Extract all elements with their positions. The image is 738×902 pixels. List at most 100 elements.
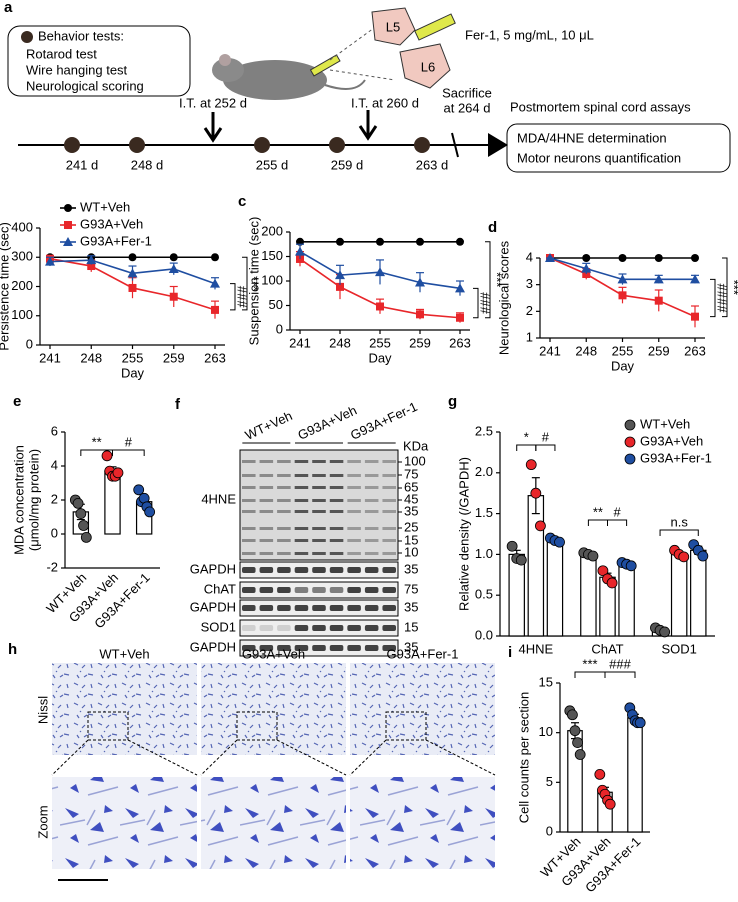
band bbox=[259, 587, 274, 593]
size-label: 75 bbox=[404, 581, 418, 596]
band bbox=[259, 552, 274, 555]
band bbox=[277, 625, 291, 631]
significance-label: ### bbox=[478, 292, 493, 314]
y-tick-label: 200 bbox=[11, 278, 33, 293]
band bbox=[312, 567, 326, 573]
band bbox=[347, 460, 361, 463]
timepoint-dot bbox=[254, 137, 270, 153]
row-label: 4HNE bbox=[201, 491, 236, 506]
band bbox=[259, 460, 274, 463]
x-tick-label: 255 bbox=[122, 350, 144, 365]
band bbox=[277, 527, 291, 530]
band bbox=[294, 527, 309, 530]
x-tick-label: 248 bbox=[329, 335, 351, 350]
bar bbox=[527, 495, 545, 637]
band bbox=[329, 460, 344, 463]
significance-label: ### bbox=[609, 656, 631, 671]
band bbox=[382, 527, 396, 530]
row-label: GAPDH bbox=[190, 599, 236, 614]
data-point bbox=[456, 237, 464, 246]
significance-bracket bbox=[516, 444, 537, 451]
timepoint-dot bbox=[414, 137, 430, 153]
data-point bbox=[144, 506, 156, 518]
data-point bbox=[506, 540, 518, 552]
data-point bbox=[101, 450, 113, 462]
legend-label: WT+Veh bbox=[80, 199, 130, 214]
data-point bbox=[112, 467, 124, 479]
band bbox=[364, 474, 379, 477]
y-tick-label: -2 bbox=[46, 559, 58, 574]
zoom-guide bbox=[200, 739, 347, 776]
data-point bbox=[72, 497, 84, 509]
band bbox=[259, 605, 274, 611]
band bbox=[382, 625, 396, 631]
data-point bbox=[375, 267, 385, 277]
band bbox=[294, 625, 309, 631]
assay-item: MDA/4HNE determination bbox=[517, 130, 667, 145]
data-point bbox=[654, 296, 663, 305]
significance-bracket bbox=[710, 278, 716, 318]
assays-title: Postmortem spinal cord assays bbox=[510, 99, 691, 114]
band bbox=[294, 605, 309, 611]
bar bbox=[546, 539, 564, 637]
band bbox=[329, 645, 344, 651]
y-tick-label: 2.5 bbox=[475, 423, 493, 438]
y-axis-label: Neurological scores bbox=[496, 240, 511, 355]
sacrifice-label: at 264 d bbox=[444, 100, 491, 115]
band bbox=[242, 474, 256, 477]
arrow-head bbox=[488, 133, 508, 157]
x-tick-label: 263 bbox=[204, 350, 226, 365]
x-tick-label: 241 bbox=[289, 335, 311, 350]
band bbox=[259, 645, 274, 651]
significance-bracket bbox=[473, 287, 479, 319]
band bbox=[347, 605, 361, 611]
x-tick-label: 263 bbox=[449, 335, 471, 350]
band bbox=[277, 510, 291, 513]
y-tick-label: 0 bbox=[546, 823, 553, 838]
row-label: GAPDH bbox=[190, 561, 236, 576]
band bbox=[294, 645, 309, 651]
y-tick-label: 200 bbox=[261, 223, 283, 238]
bullet bbox=[21, 31, 33, 43]
band bbox=[312, 645, 326, 651]
marker-label: 45 bbox=[404, 491, 418, 506]
band bbox=[364, 486, 379, 489]
significance-bracket bbox=[659, 529, 699, 536]
band bbox=[242, 645, 256, 651]
zoom-guide bbox=[349, 739, 496, 776]
zoom-box bbox=[87, 711, 129, 741]
band bbox=[294, 486, 309, 489]
data-point bbox=[336, 237, 344, 246]
band bbox=[364, 567, 379, 573]
bar bbox=[508, 553, 525, 637]
y-axis-label: (μmol/mg protein) bbox=[26, 449, 41, 551]
injection-arrow bbox=[203, 112, 223, 143]
band bbox=[382, 499, 396, 502]
bar bbox=[670, 553, 688, 637]
zoom-box bbox=[385, 711, 427, 741]
x-tick-label: 255 bbox=[369, 335, 391, 350]
band bbox=[329, 587, 344, 593]
axis-break bbox=[451, 132, 459, 158]
band bbox=[329, 552, 344, 555]
band bbox=[329, 527, 344, 530]
data-point bbox=[597, 565, 609, 577]
significance-bracket bbox=[112, 449, 145, 456]
significance-bracket bbox=[722, 257, 728, 318]
y-tick-label: 400 bbox=[11, 219, 33, 234]
significance-label: # bbox=[125, 434, 133, 449]
y-tick-label: 5 bbox=[546, 774, 553, 789]
band bbox=[364, 499, 379, 502]
data-point bbox=[690, 274, 700, 284]
band bbox=[312, 625, 326, 631]
legend-marker bbox=[64, 204, 72, 212]
panel-label: g bbox=[448, 393, 457, 410]
band bbox=[242, 510, 256, 513]
band bbox=[259, 567, 274, 573]
band bbox=[242, 625, 256, 631]
significance-label: *** bbox=[727, 280, 738, 295]
data-point bbox=[572, 737, 583, 748]
marker-label: 75 bbox=[404, 466, 418, 481]
y-tick-label: 3 bbox=[526, 276, 533, 291]
band bbox=[382, 645, 396, 651]
